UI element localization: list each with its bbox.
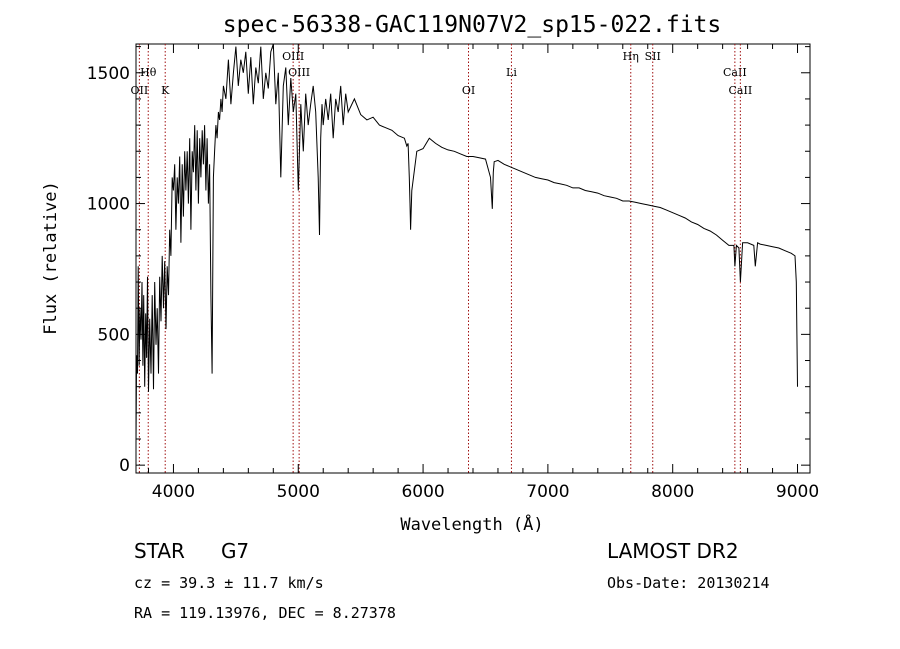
- redshift-label: cz = 39.3 ± 11.7 km/s: [134, 574, 324, 592]
- y-tick-label: 500: [98, 325, 130, 345]
- survey-label: LAMOST DR2: [607, 539, 739, 563]
- x-tick-label: 8000: [651, 482, 694, 502]
- x-axis-label: Wavelength (Å): [400, 513, 543, 535]
- spectral-line-markers: OII Hθ K OIII OIII OI Li Hη SII CaII CaII: [131, 44, 753, 473]
- spectral-line-label: CaII: [729, 84, 753, 97]
- y-tick-label: 1000: [87, 195, 130, 215]
- spectral-line-label: OII: [131, 84, 149, 97]
- x-tick-label: 4000: [152, 482, 195, 502]
- spectral-line-label: K: [161, 84, 170, 97]
- spectrum-line: [135, 43, 798, 445]
- spectral-line-label: Hθ: [140, 66, 157, 79]
- spectral-line-label: OIII: [288, 66, 310, 79]
- spectral-line-label: CaII: [723, 66, 747, 79]
- x-tick-label: 5000: [277, 482, 320, 502]
- spectral-line-label: SII: [645, 50, 661, 63]
- y-tick-label: 0: [119, 456, 130, 476]
- y-axis-label: Flux (relative): [41, 181, 61, 335]
- x-tick-label: 7000: [526, 482, 569, 502]
- subclass-label: G7: [220, 539, 250, 563]
- spectral-line-label: Hη: [623, 50, 639, 63]
- axis-ticks: 4000 5000 6000 7000 8000 9000 0 500 1000 1500: [87, 44, 819, 502]
- x-tick-label: 6000: [401, 482, 444, 502]
- spectral-line-label: Li: [506, 66, 517, 79]
- y-tick-label: 1500: [87, 64, 130, 84]
- obs-date-label: Obs-Date: 20130214: [607, 574, 770, 592]
- class-label: STAR: [134, 539, 185, 563]
- x-tick-label: 9000: [776, 482, 819, 502]
- spectral-line-label: OIII: [282, 50, 304, 63]
- coordinates-label: RA = 119.13976, DEC = 8.27378: [134, 604, 396, 622]
- object-class: STAR G7: [134, 539, 249, 563]
- spectral-line-label: OI: [462, 84, 475, 97]
- plot-frame: [135, 43, 811, 474]
- chart-title: spec-56338-GAC119N07V2_sp15-022.fits: [223, 12, 722, 38]
